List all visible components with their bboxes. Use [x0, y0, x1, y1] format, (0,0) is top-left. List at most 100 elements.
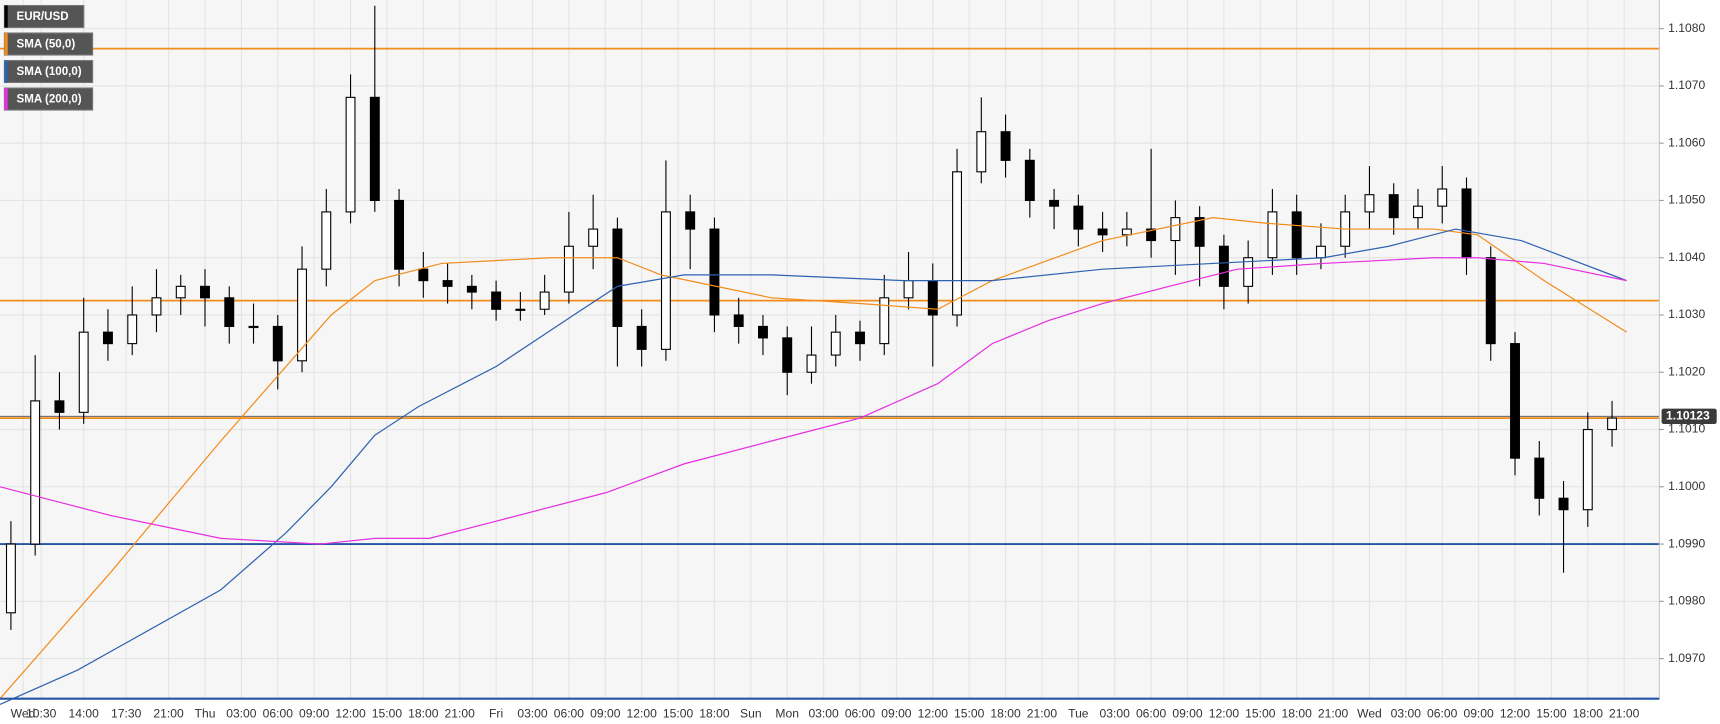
candle-body [224, 297, 235, 327]
x-tick-label: 09:00 [1463, 706, 1494, 720]
candle-body [563, 245, 574, 293]
x-tick-label: 03:00 [1391, 706, 1422, 720]
candle-body [612, 228, 623, 327]
y-tick-label: 1.1050 [1668, 193, 1705, 207]
candle-body [806, 354, 817, 373]
candle-body [952, 171, 963, 316]
candle-body [636, 325, 647, 350]
candle-body [54, 400, 65, 413]
candle-body [1218, 245, 1229, 287]
x-tick-label: 06:00 [1136, 706, 1167, 720]
candle-body [1582, 428, 1593, 511]
x-tick-label: 21:00 [1027, 706, 1058, 720]
candle-body [758, 325, 768, 339]
candle-body [369, 96, 380, 201]
candle-body [1413, 205, 1423, 219]
legend-swatch [4, 60, 8, 83]
candle-body [30, 400, 41, 545]
x-tick-label: 18:00 [1282, 706, 1313, 720]
candle-body [733, 314, 744, 327]
legend-swatch [4, 88, 8, 111]
candle-body [1461, 188, 1472, 259]
x-tick-label: 09:00 [299, 706, 330, 720]
x-tick-label: 14:00 [69, 706, 100, 720]
legend-label: EUR/USD [17, 11, 69, 23]
candle-body [903, 280, 914, 299]
marks [0, 5, 1627, 705]
sma-line [0, 228, 1627, 705]
x-tick-label: 12:00 [626, 706, 657, 720]
candle-body [1437, 188, 1448, 207]
legend: EUR/USD SMA (50,0) SMA (100,0) SMA (200,0) [3, 4, 94, 111]
x-tick-label: 12:00 [1209, 706, 1240, 720]
candle-body [442, 280, 453, 287]
legend-label: SMA (50,0) [17, 39, 76, 51]
x-tick-label: 12:00 [918, 706, 949, 720]
x-tick-label: Fri [489, 706, 503, 720]
candle-body [1194, 217, 1205, 247]
x-tick-label: 06:00 [554, 706, 585, 720]
x-tick-label: 03:00 [226, 706, 257, 720]
candle-body [466, 285, 477, 293]
candle-body [321, 211, 332, 270]
x-tick-label: 03:00 [517, 706, 548, 720]
candle-body [78, 331, 89, 413]
candle-body [685, 211, 696, 230]
candle-body [1388, 194, 1399, 219]
x-tick-label: 21:00 [1318, 706, 1349, 720]
legend-label: SMA (200,0) [17, 94, 82, 106]
candle-body [782, 337, 793, 373]
candle-body [1291, 211, 1302, 259]
candle-body [855, 331, 865, 345]
candle-body [1558, 497, 1569, 511]
x-tick-label: 21:00 [153, 706, 184, 720]
y-tick-label: 1.1020 [1668, 364, 1705, 378]
x-tick-label: 09:00 [590, 706, 621, 720]
candle-body [588, 228, 599, 247]
candle-body [394, 199, 405, 270]
y-tick-label: 1.0990 [1668, 536, 1705, 550]
candle-body [200, 285, 210, 299]
x-tick-label: 06:00 [845, 706, 876, 720]
candle-body [1607, 417, 1618, 431]
price-tag [1661, 408, 1717, 425]
y-tick-label: 1.1060 [1668, 135, 1705, 149]
x-tick-label: 06:00 [1427, 706, 1458, 720]
candle-body [660, 211, 671, 350]
x-tick-label: 15:00 [1536, 706, 1567, 720]
x-tick-label: Mon [775, 706, 799, 720]
y-tick-label: 1.0980 [1668, 594, 1705, 608]
x-tick-label: 21:00 [1609, 706, 1640, 720]
grid [0, 0, 1660, 699]
x-tick-label: 18:00 [699, 706, 730, 720]
candle-body [272, 325, 283, 362]
x-tick-label: 09:00 [881, 706, 912, 720]
candle-body [976, 131, 987, 173]
price-tag-label: 1.10123 [1666, 409, 1710, 423]
sma-line [0, 217, 1627, 700]
x-tick-label: 18:00 [990, 706, 1021, 720]
x-tick-label: 12:00 [335, 706, 366, 720]
x-tick-label: 15:00 [1245, 706, 1276, 720]
legend-swatch [4, 33, 8, 56]
x-tick-label: 18:00 [408, 706, 439, 720]
x-tick-label: 03:00 [808, 706, 839, 720]
candle-body [1146, 228, 1157, 242]
x-tick-label: 12:00 [1500, 706, 1531, 720]
y-tick-label: 1.1000 [1668, 479, 1705, 493]
candle-body [927, 280, 938, 316]
candle-body [1097, 228, 1108, 236]
x-tick-label: 03:00 [1100, 706, 1131, 720]
plot-background [0, 0, 1659, 699]
candle-body [1170, 217, 1181, 242]
candle-body [1267, 211, 1278, 259]
y-tick-label: 1.1030 [1668, 307, 1705, 321]
candle-body [5, 543, 16, 614]
legend-label: SMA (100,0) [17, 66, 82, 78]
x-tick-label: 06:00 [263, 706, 294, 720]
x-tick-label: Wed [11, 706, 36, 720]
sma-line [0, 257, 1627, 545]
candle-body [491, 291, 502, 310]
candle-body [1243, 257, 1254, 287]
